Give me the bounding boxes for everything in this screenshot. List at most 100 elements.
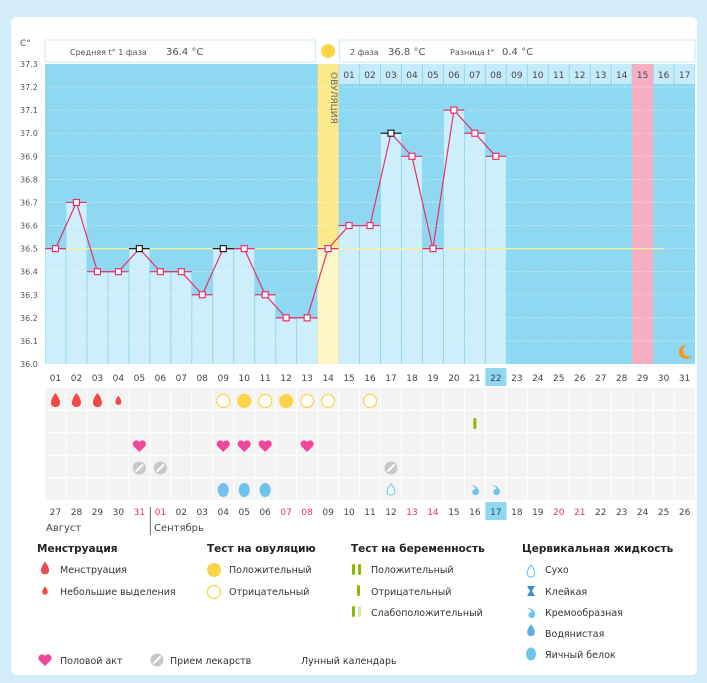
temperature-bar [234,248,255,364]
temperature-point[interactable] [387,129,395,137]
calendar-date-label: 26 [679,508,691,518]
ovulation-test-positive-icon[interactable] [237,393,252,409]
cycle-day-label: 18 [406,374,418,384]
cycle-day-label: 08 [197,374,209,384]
temperature-point[interactable] [114,268,122,276]
calendar-date-label: 31 [134,508,145,518]
egg-white-icon[interactable] [217,483,229,497]
y-tick-label: 36.8 [20,175,38,184]
phase2-header [339,39,696,63]
temperature-point[interactable] [93,268,102,276]
legend-spotting-icon[interactable] [42,586,48,595]
temperature-point[interactable] [177,268,185,276]
temperature-point[interactable] [51,245,60,253]
ovulation-test-negative-icon[interactable] [300,393,315,409]
spotting-icon[interactable] [115,395,122,405]
legend-spotting-label: Небольшие выделения [60,587,176,598]
temperature-point[interactable] [156,268,164,276]
calendar-date-label: 04 [218,508,230,518]
temperature-point[interactable] [219,245,227,253]
cycle-day-label: 15 [343,374,354,384]
menstruation-icon[interactable] [71,393,81,407]
intercourse-icon[interactable] [132,440,146,452]
calendar-date-label: 25 [658,508,669,518]
legend-pregnancy-title: Тест на беременность [351,543,485,555]
ovulation-test-negative-icon[interactable] [216,393,231,409]
y-tick-label: 36.4 [20,268,38,277]
temperature-point[interactable] [240,245,248,253]
temperature-bar [401,156,422,364]
legend-menstruation-icon[interactable] [40,561,50,575]
phase2-day-label: 02 [364,71,375,81]
pregnancy-test-negative-icon[interactable] [473,418,477,429]
egg-white-icon[interactable] [238,483,250,497]
calendar-date-label: 10 [343,508,355,518]
cycle-day-label: 07 [176,374,187,384]
calendar-date-label: 24 [637,508,649,518]
phase2-day-cell [653,64,674,84]
temperature-point[interactable] [366,221,374,230]
temperature-point[interactable] [72,198,81,207]
temperature-point[interactable] [408,152,416,160]
legend-ovulation-negative-icon [206,584,222,600]
temperature-point[interactable] [450,106,458,114]
legend-pregnancy-negative-label: Отрицательный [371,587,451,598]
today-highlight [485,502,507,520]
temperature-bar [213,248,234,364]
calendar-date-label: 09 [322,508,334,518]
ovulation-sun-icon [321,44,336,58]
calendar-date-label: 06 [259,508,271,518]
ovulation-test-negative-icon[interactable] [362,393,378,409]
ovulation-test-negative-icon[interactable] [258,393,273,409]
intercourse-icon[interactable] [237,440,251,452]
ovulation-test-positive-icon[interactable] [279,393,294,409]
y-tick-label: 36.3 [20,291,38,300]
y-axis-unit: C° [20,39,31,49]
legend-medication-label: Прием лекарств [170,656,252,667]
phase2-day-label: 06 [448,71,460,81]
temperature-point[interactable] [345,221,353,230]
temperature-bar [276,317,297,364]
menstruation-icon[interactable] [50,393,60,407]
phase2-day-cell [548,64,569,84]
diff-value: 0.4 °C [502,47,533,58]
temperature-point[interactable] [492,152,500,160]
y-tick-label: 36.1 [20,337,38,346]
temperature-point[interactable] [471,129,479,137]
temperature-point[interactable] [324,245,332,253]
legend-pregnancy-weak-icon [352,606,355,617]
egg-white-icon[interactable] [259,483,271,497]
ovulation-test-negative-icon[interactable] [320,393,336,409]
intercourse-icon[interactable] [258,440,272,452]
intercourse-icon[interactable] [216,440,230,452]
temperature-point[interactable] [303,314,311,322]
calendar-date-label: 01 [155,508,166,518]
current-day-highlight [485,368,507,386]
intercourse-icon[interactable] [300,440,314,452]
temperature-point[interactable] [261,291,269,299]
y-tick-label: 36.0 [20,360,38,369]
menstruation-icon[interactable] [92,393,102,407]
cycle-day-label: 26 [574,374,586,384]
temperature-point[interactable] [282,314,290,322]
legend-intercourse-icon[interactable] [38,654,52,666]
temperature-point[interactable] [135,245,143,253]
cycle-day-label: 30 [658,374,670,384]
phase2-day-label: 10 [532,71,544,81]
ovulation-bar [317,248,339,364]
cycle-day-label: 10 [238,374,250,384]
legend-watery-icon[interactable] [527,624,535,637]
calendar-date-label: 19 [532,508,544,518]
cycle-day-label: 14 [322,374,334,384]
phase2-day-cell [611,64,632,84]
calendar-date-label: 29 [92,508,104,518]
temperature-point[interactable] [429,245,437,253]
creamy-icon[interactable] [470,485,479,496]
phase2-label: 2 фаза [350,48,379,57]
temperature-point[interactable] [198,291,206,299]
legend-eggwhite-icon [526,647,536,661]
dry-icon[interactable] [386,483,396,496]
calendar-date-label: 02 [176,508,187,518]
creamy-icon[interactable] [491,485,500,496]
legend-sticky-icon [527,586,535,596]
